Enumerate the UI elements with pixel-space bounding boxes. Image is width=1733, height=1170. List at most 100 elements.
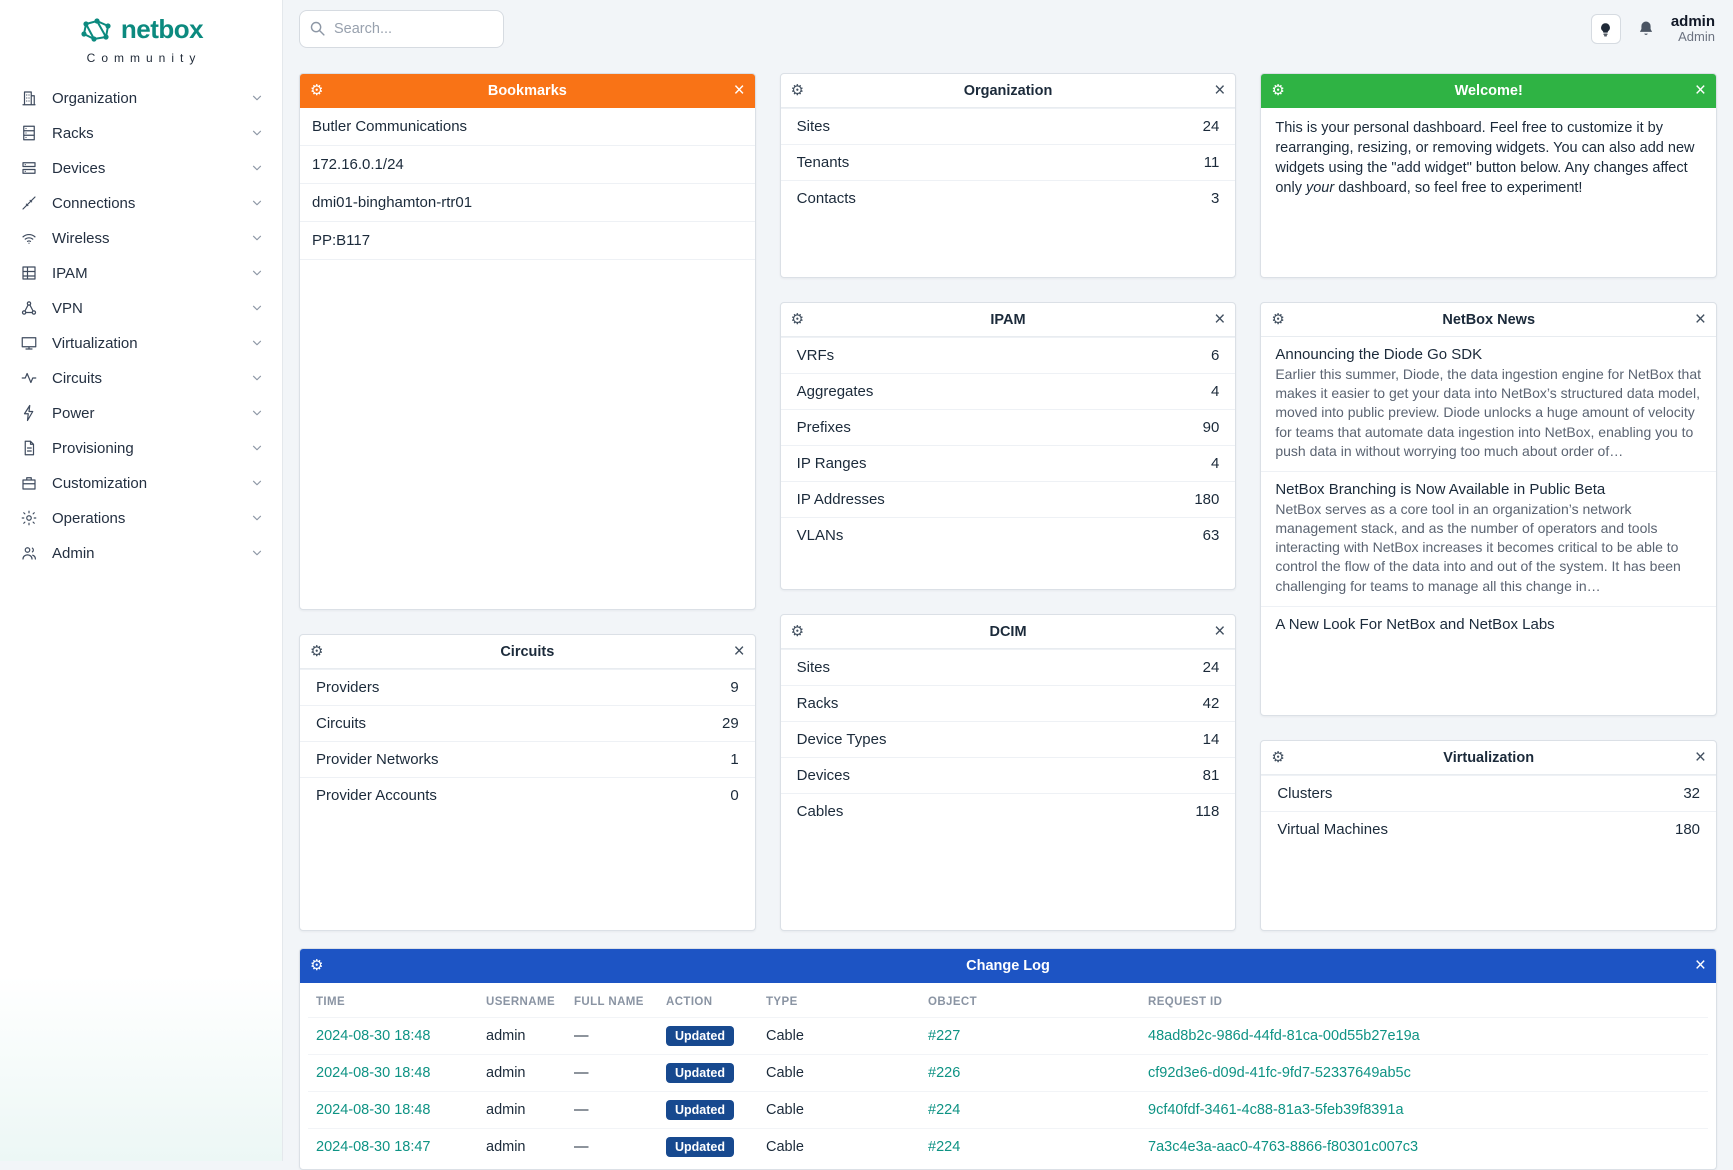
widget-config-icon[interactable]: ⚙ bbox=[310, 958, 323, 973]
changelog-username: admin bbox=[478, 1092, 566, 1129]
dashboard-column-3: ⚙ Welcome! × This is your personal dashb… bbox=[1260, 73, 1717, 931]
widget-title: Welcome! bbox=[1301, 83, 1676, 99]
bookmark-item[interactable]: PP:B117 bbox=[300, 222, 755, 260]
widget-config-icon[interactable]: ⚙ bbox=[791, 624, 804, 639]
column-header: TYPE bbox=[758, 987, 920, 1018]
widget-close-icon[interactable]: × bbox=[1695, 748, 1706, 767]
bookmark-item[interactable]: Butler Communications bbox=[300, 108, 755, 146]
sidebar-item-devices[interactable]: Devices bbox=[0, 151, 282, 186]
updated-badge: Updated bbox=[666, 1137, 734, 1157]
sidebar-item-provisioning[interactable]: Provisioning bbox=[0, 431, 282, 466]
sidebar-item-connections[interactable]: Connections bbox=[0, 186, 282, 221]
widget-close-icon[interactable]: × bbox=[1695, 956, 1706, 975]
sidebar-item-wireless[interactable]: Wireless bbox=[0, 221, 282, 256]
bookmarks-header: ⚙ Bookmarks × bbox=[300, 74, 755, 108]
widget-close-icon[interactable]: × bbox=[1214, 622, 1225, 641]
widget-close-icon[interactable]: × bbox=[1695, 310, 1706, 329]
changelog-username: admin bbox=[478, 1129, 566, 1166]
widget-close-icon[interactable]: × bbox=[1695, 81, 1706, 100]
dashboard-column-1: ⚙ Bookmarks × Butler Communications 172.… bbox=[299, 73, 756, 931]
theme-toggle-button[interactable] bbox=[1591, 14, 1621, 44]
widget-close-icon[interactable]: × bbox=[1214, 310, 1225, 329]
changelog-object-link[interactable]: #224 bbox=[928, 1139, 960, 1155]
user-menu[interactable]: admin Admin bbox=[1671, 13, 1715, 45]
sidebar-item-circuits[interactable]: Circuits bbox=[0, 361, 282, 396]
changelog-time-link[interactable]: 2024-08-30 18:48 bbox=[316, 1028, 431, 1044]
changelog-request-id-link[interactable]: 7a3c4e3a-aac0-4763-8866-f80301c007c3 bbox=[1148, 1139, 1418, 1155]
widget-config-icon[interactable]: ⚙ bbox=[1271, 83, 1284, 98]
column-header: FULL NAME bbox=[566, 987, 658, 1018]
news-headline[interactable]: NetBox Branching is Now Available in Pub… bbox=[1275, 481, 1702, 498]
search-input[interactable] bbox=[299, 10, 504, 48]
changelog-time-link[interactable]: 2024-08-30 18:47 bbox=[316, 1139, 431, 1155]
sidebar-item-organization[interactable]: Organization bbox=[0, 81, 282, 116]
ipam-header: ⚙ IPAM × bbox=[781, 303, 1236, 337]
sidebar-item-admin[interactable]: Admin bbox=[0, 536, 282, 571]
sidebar-item-operations[interactable]: Operations bbox=[0, 501, 282, 536]
widget-close-icon[interactable]: × bbox=[734, 81, 745, 100]
bookmark-item[interactable]: 172.16.0.1/24 bbox=[300, 146, 755, 184]
sidebar-item-ipam[interactable]: IPAM bbox=[0, 256, 282, 291]
widget-close-icon[interactable]: × bbox=[734, 642, 745, 661]
table-row: 2024-08-30 18:48 admin — Updated Cable #… bbox=[308, 1092, 1708, 1129]
sidebar-item-customization[interactable]: Customization bbox=[0, 466, 282, 501]
notifications-button[interactable] bbox=[1636, 19, 1656, 39]
widget-config-icon[interactable]: ⚙ bbox=[310, 644, 323, 659]
brand-subtitle: Community bbox=[0, 51, 282, 65]
column-header: REQUEST ID bbox=[1140, 987, 1708, 1018]
chevron-down-icon bbox=[250, 511, 264, 525]
changelog-type: Cable bbox=[758, 1018, 920, 1055]
main-content: admin Admin ⚙ Bookmarks × Butler Communi… bbox=[283, 0, 1733, 1161]
bookmark-item[interactable]: dmi01-binghamton-rtr01 bbox=[300, 184, 755, 222]
widget-config-icon[interactable]: ⚙ bbox=[791, 83, 804, 98]
sidebar-item-vpn[interactable]: VPN bbox=[0, 291, 282, 326]
widget-config-icon[interactable]: ⚙ bbox=[310, 83, 323, 98]
sidebar-item-racks[interactable]: Racks bbox=[0, 116, 282, 151]
changelog-time-link[interactable]: 2024-08-30 18:48 bbox=[316, 1102, 431, 1118]
chevron-down-icon bbox=[250, 196, 264, 210]
news-headline[interactable]: A New Look For NetBox and NetBox Labs bbox=[1275, 616, 1702, 633]
changelog-request-id-link[interactable]: cf92d3e6-d09d-41fc-9fd7-52337649ab5c bbox=[1148, 1065, 1411, 1081]
news-headline[interactable]: Announcing the Diode Go SDK bbox=[1275, 346, 1702, 363]
sidebar-item-power[interactable]: Power bbox=[0, 396, 282, 431]
changelog-username: admin bbox=[478, 1018, 566, 1055]
changelog-object-link[interactable]: #226 bbox=[928, 1065, 960, 1081]
changelog-request-id-link[interactable]: 48ad8b2c-986d-44fd-81ca-00d55b27e19a bbox=[1148, 1028, 1420, 1044]
widget-config-icon[interactable]: ⚙ bbox=[1271, 312, 1284, 327]
netbox-logo-icon bbox=[79, 17, 113, 43]
lightning-bolt-icon bbox=[20, 404, 38, 422]
pulse-icon bbox=[20, 369, 38, 387]
widget-config-icon[interactable]: ⚙ bbox=[1271, 750, 1284, 765]
changelog-object-link[interactable]: #224 bbox=[928, 1102, 960, 1118]
widget-close-icon[interactable]: × bbox=[1214, 81, 1225, 100]
netbox-logo[interactable]: netbox Community bbox=[0, 0, 282, 65]
sidebar-item-virtualization[interactable]: Virtualization bbox=[0, 326, 282, 361]
chevron-down-icon bbox=[250, 126, 264, 140]
changelog-request-id-link[interactable]: 9cf40fdf-3461-4c88-81a3-5feb39f8391a bbox=[1148, 1102, 1404, 1118]
changelog-object-link[interactable]: #227 bbox=[928, 1028, 960, 1044]
changelog-time-link[interactable]: 2024-08-30 18:48 bbox=[316, 1065, 431, 1081]
news-body: NetBox serves as a core tool in an organ… bbox=[1275, 500, 1702, 596]
widget-config-icon[interactable]: ⚙ bbox=[791, 312, 804, 327]
